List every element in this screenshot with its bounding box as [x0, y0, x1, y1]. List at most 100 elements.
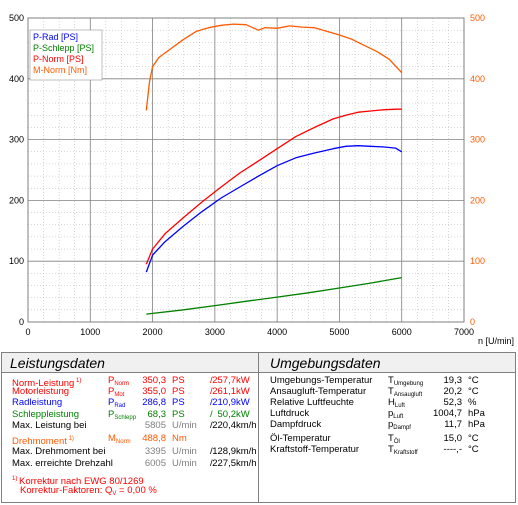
umgebung-row-1-symbol: TAnsaugluft — [388, 386, 423, 398]
drehmoment-row-1-value-2: 128,9 — [212, 445, 236, 457]
x-axis-label: n [U/min] — [478, 336, 514, 346]
drehmoment-row-1-label: Max. Drehmoment bei — [12, 445, 106, 457]
umgebung-row-0-symbol: TUmgebung — [388, 375, 424, 387]
leistung-row-1-unit-1: PS — [172, 386, 185, 398]
leistung-row-4-value-2: 220,4 — [212, 419, 236, 431]
drehmoment-row-0-value-1: 488,8 — [142, 433, 166, 444]
x-tick-label: 1000 — [80, 327, 100, 337]
leistung-row-0-symbol: PNorm — [108, 375, 130, 387]
legend-item-m-norm: M-Norm [Nm] — [33, 65, 87, 75]
leistung-row-1-separator: / — [210, 386, 213, 398]
umgebung-row-5-value: 15,0 — [443, 433, 463, 444]
umgebung-row-0-unit: °C — [468, 375, 479, 386]
leistung-row-1-label: Motorleistung — [12, 386, 70, 398]
drehmoment-row-2-unit-2: km/h — [236, 458, 257, 469]
leistung-row-3-symbol: PSchlepp — [108, 408, 137, 421]
umgebung-row-4-value: 11,7 — [444, 419, 462, 430]
leistung-row-4-unit-1: U/min — [172, 419, 197, 431]
x-tick-label: 7000 — [454, 327, 474, 337]
leistung-title: Leistungsdaten — [10, 355, 105, 371]
umgebung-row-2-symbol-subscript: Luft — [394, 403, 405, 409]
drehmoment-row-0-label: Drehmoment 1) — [12, 436, 74, 447]
drehmoment-row-0-unit-1: Nm — [172, 433, 187, 444]
leistung-row-0-value-1: 350,3 — [142, 375, 166, 386]
legend: P-Rad [PS] P-Schlepp [PS] P-Norm [PS] M-… — [29, 29, 103, 81]
power-torque-chart: 0 100 200 300 400 500 0 100 200 300 400 500 0 1000 2… — [8, 13, 514, 346]
leistung-row-0-value-2: 257,7 — [212, 375, 236, 386]
x-tick-label: 0 — [25, 327, 30, 337]
leistung-row-1-symbol: PMot — [108, 386, 125, 399]
footnote-2-text: Korrektur-Faktoren: — [20, 485, 105, 496]
umgebung-row-6-unit: °C — [468, 444, 479, 455]
legend-box — [29, 29, 103, 81]
leistung-row-0-unit-2: kW — [236, 375, 250, 386]
leistung-row-4-separator: / — [210, 419, 213, 431]
leistung-row-3-separator: / — [210, 408, 213, 420]
series-layer — [145, 23, 403, 315]
drehmoment-row-2-unit-1: U/min — [172, 458, 197, 469]
umgebung-row-2-label: Relative Luftfeuchte — [270, 397, 354, 408]
umgebung-row-3-value: 1004,7 — [432, 408, 462, 419]
leistung-row-1-value-1: 355,0 — [142, 386, 166, 398]
y-tick-label-left: 0 — [19, 317, 24, 327]
umgebung-row-3-symbol: pLuft — [388, 408, 404, 420]
right-axis-ticks: 0 100 200 300 400 500 — [470, 13, 485, 327]
leistung-row-1-symbol-subscript: Mot — [114, 392, 125, 399]
umgebung-row-6-label: Kraftstoff-Temperatur — [270, 444, 360, 455]
drehmoment-row-1-unit-2: km/h — [236, 445, 257, 457]
umgebung-row-2-unit: % — [468, 397, 477, 408]
leistung-row-0-unit-1: PS — [172, 375, 185, 386]
leistung-row-2-unit-2: kW — [236, 397, 250, 409]
umgebung-row-0-label: Umgebungs-Temperatur — [270, 375, 373, 386]
umgebung-row-6-symbol-subscript: Kraftstoff — [393, 450, 418, 456]
leistung-row-0-separator: / — [210, 375, 213, 386]
umgebung-row-4-label: Dampfdruck — [270, 419, 322, 430]
x-tick-label: 4000 — [267, 327, 287, 337]
leistung-row-3-value-1: 68,3 — [147, 408, 167, 420]
x-tick-label: 2000 — [143, 327, 163, 337]
leistung-row-2-value-2: 210,9 — [212, 397, 236, 409]
umgebung-row-4-unit: hPa — [468, 419, 485, 430]
drehmoment-row-2-value-1: 6005 — [144, 458, 166, 469]
leistung-row-0-symbol-subscript: Norm — [114, 381, 130, 387]
drehmoment-row-2-value-2: 227,5 — [212, 458, 236, 469]
leistung-row-1-value-2: 261,1 — [212, 386, 236, 398]
umgebung-row-2-value: 52,3 — [443, 397, 463, 408]
y-tick-label-right: 400 — [470, 74, 485, 84]
umgebung-row-3-unit: hPa — [468, 408, 485, 419]
left-axis-ticks: 0 100 200 300 400 500 — [9, 13, 24, 327]
leistung-row-2-label: Radleistung — [12, 397, 63, 409]
drehmoment-row-1-value-1: 3395 — [144, 445, 166, 457]
umgebung-row-1-label: Ansaugluft-Temperatur — [270, 386, 367, 397]
umgebung-row-0-value: 19,3 — [443, 375, 463, 386]
leistung-row-3-value-2: 50,2 — [217, 408, 237, 420]
legend-item-p-norm: P-Norm [PS] — [33, 54, 84, 64]
leistung-row-3-unit-1: PS — [172, 408, 185, 420]
legend-item-p-schlepp: P-Schlepp [PS] — [33, 43, 94, 53]
series-line-p-rad — [145, 145, 403, 273]
y-tick-label-left: 500 — [9, 13, 24, 23]
umgebung-row-1-unit: °C — [468, 386, 479, 397]
legend-item-p-rad: P-Rad [PS] — [33, 32, 78, 42]
series-line-m-norm — [145, 23, 403, 111]
leistung-row-2-unit-1: PS — [172, 397, 185, 409]
drehmoment-row-2-label: Max. erreichte Drehzahl — [12, 458, 113, 469]
leistung-row-3-label: Schleppleistung — [12, 408, 80, 420]
umgebung-row-4-symbol-subscript: Dampf — [393, 425, 411, 431]
umgebung-row-1-symbol-subscript: Ansaugluft — [393, 392, 423, 398]
footnote-1: 1) Korrektur nach EWG 80/1269 — [12, 473, 144, 488]
plot-frame — [27, 17, 465, 323]
x-axis-ticks: 0 1000 2000 3000 4000 5000 6000 7000 — [25, 327, 474, 337]
umgebung-row-3-label: Luftdruck — [270, 408, 310, 419]
leistung-row-2-symbol-subscript: Rad — [114, 403, 126, 410]
footnote-2: Korrektur-Faktoren: QV = 0,00 % — [20, 485, 157, 500]
series-line-p-schlepp — [146, 276, 402, 315]
leistung-row-2-separator: / — [210, 397, 213, 409]
drehmoment-row-2-separator: / — [210, 458, 213, 469]
series-line-p-norm — [145, 108, 402, 265]
y-tick-label-left: 300 — [9, 135, 24, 145]
leistung-row-4-unit-2: km/h — [236, 419, 257, 431]
umgebung-row-1-value: 20,2 — [443, 386, 463, 397]
leistung-row-1-unit-2: kW — [236, 386, 250, 398]
